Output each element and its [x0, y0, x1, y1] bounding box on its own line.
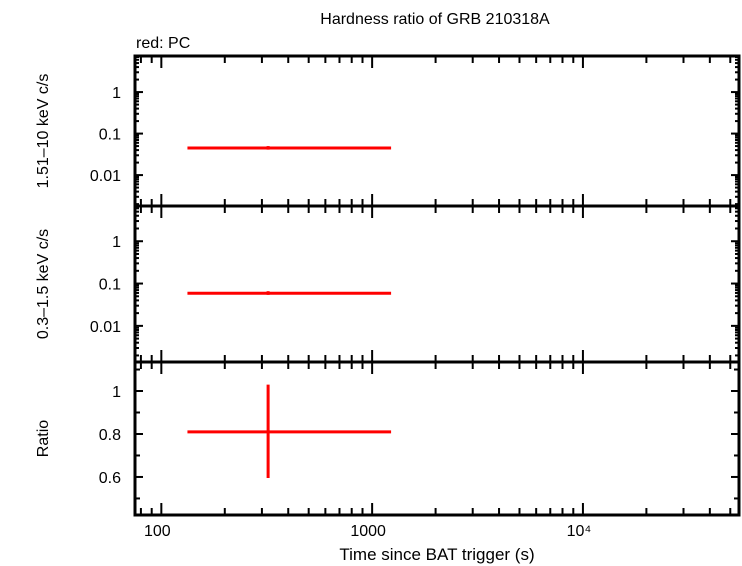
y-tick-label: 1: [112, 234, 121, 251]
panel-frame-2: [133, 204, 741, 364]
panel-frame-1: [133, 54, 741, 208]
y-tick-label: 0.01: [90, 319, 121, 336]
x-axis-label: Time since BAT trigger (s): [339, 545, 534, 564]
y-tick-label: 0.6: [99, 470, 121, 487]
legend-label: red: PC: [136, 35, 190, 52]
y-tick-label: 0.8: [99, 427, 121, 444]
y-tick-label: 0.1: [99, 127, 121, 144]
y-axis-label-3: Ratio: [35, 420, 52, 457]
chart-title: Hardness ratio of GRB 210318A: [320, 11, 550, 28]
y-tick-label: 0.01: [90, 168, 121, 185]
y-tick-label: 1: [112, 384, 121, 401]
y-axis-label-2: 0.3–1.5 keV c/s: [35, 229, 52, 339]
y-tick-label: 1: [112, 85, 121, 102]
y-axis-label-1: 1.51–10 keV c/s: [35, 74, 52, 189]
x-tick-label: 10⁴: [567, 523, 592, 540]
panel-frame-3: [133, 360, 741, 517]
y-tick-label: 0.1: [99, 277, 121, 294]
x-tick-label: 100: [144, 523, 171, 540]
x-tick-label: 1000: [350, 523, 386, 540]
